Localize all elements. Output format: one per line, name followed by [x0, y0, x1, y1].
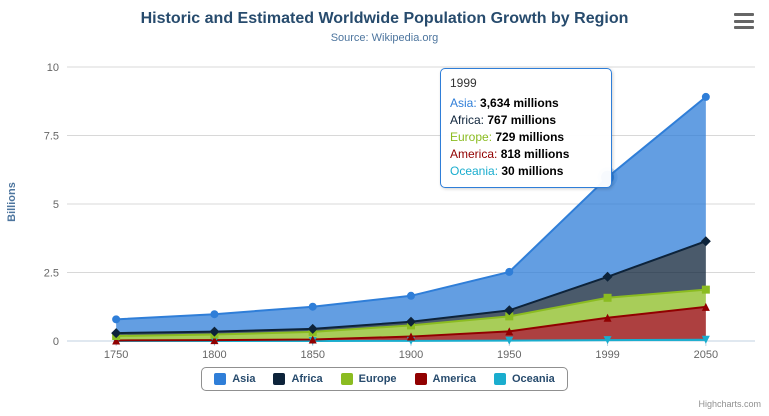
legend-label: Oceania: [511, 373, 555, 385]
asia-swatch-icon: [214, 373, 227, 385]
hamburger-bar: [734, 13, 754, 16]
area-africa[interactable]: [116, 241, 706, 336]
tooltip-series-name: Europe:: [450, 130, 496, 144]
tooltip-row-africa: Africa: 767 millions: [450, 112, 602, 129]
x-axis-label: 1950: [497, 349, 521, 361]
x-axis-label: 1800: [202, 349, 226, 361]
europe-swatch-icon: [340, 373, 353, 385]
y-axis-tick-label: 2.5: [44, 268, 59, 280]
tooltip-row-asia: Asia: 3,634 millions: [450, 95, 602, 112]
tooltip-series-name: America:: [450, 147, 501, 161]
x-axis-label: 1999: [595, 349, 619, 361]
x-axis-label: 1750: [104, 349, 128, 361]
marker-oceania-2050[interactable]: [701, 335, 710, 344]
chart-title: Historic and Estimated Worldwide Populat…: [140, 10, 629, 27]
marker-asia-1900[interactable]: [407, 291, 415, 300]
credits-link[interactable]: Highcharts.com: [698, 399, 761, 409]
marker-america-1999[interactable]: [603, 313, 612, 322]
tooltip-series-name: Oceania:: [450, 164, 502, 178]
marker-europe-1999[interactable]: [603, 293, 612, 302]
legend-box: Asia Africa Europe America Oceania: [201, 367, 568, 391]
legend-item-africa[interactable]: Africa: [273, 373, 323, 385]
y-axis-tick-label: 0: [53, 336, 59, 348]
marker-africa-1900[interactable]: [406, 316, 416, 327]
marker-america-1850[interactable]: [308, 335, 317, 344]
tooltip-series-value: 729 millions: [495, 130, 565, 144]
tooltip-row-europe: Europe: 729 millions: [450, 129, 602, 146]
marker-oceania-1999[interactable]: [603, 336, 612, 345]
america-swatch-icon: [414, 373, 427, 385]
marker-asia-1950[interactable]: [505, 267, 514, 276]
legend: Asia Africa Europe America Oceania: [0, 367, 769, 391]
x-axis-label: 1900: [399, 349, 423, 361]
y-axis-title: Billions: [6, 182, 18, 222]
hamburger-bar: [734, 19, 754, 23]
tooltip-series-name: Africa:: [450, 113, 488, 127]
x-axis-label: 2050: [694, 349, 718, 361]
legend-label: America: [432, 373, 476, 385]
y-axis-tick-label: 5: [53, 199, 59, 211]
marker-africa-1750[interactable]: [111, 328, 122, 339]
marker-america-1950[interactable]: [505, 327, 514, 336]
marker-europe-2050[interactable]: [701, 285, 710, 294]
area-asia[interactable]: [116, 96, 706, 334]
marker-america-2050[interactable]: [701, 302, 710, 311]
marker-america-1800[interactable]: [210, 336, 219, 345]
marker-asia-2050[interactable]: [701, 92, 710, 101]
marker-oceania-1950[interactable]: [505, 336, 514, 345]
tooltip-series-value: 818 millions: [500, 147, 570, 161]
y-axis-tick-label: 10: [47, 62, 59, 74]
legend-label: Asia: [232, 373, 256, 385]
tooltip-rows: Asia: 3,634 millions Africa: 767 millions…: [450, 95, 602, 180]
marker-america-1750[interactable]: [112, 336, 121, 345]
legend-item-asia[interactable]: Asia: [214, 373, 255, 385]
legend-item-america[interactable]: America: [414, 373, 476, 385]
x-axis-label: 1850: [300, 349, 324, 361]
legend-label: Europe: [358, 373, 397, 385]
tooltip-series-value: 767 millions: [487, 113, 557, 127]
marker-africa-1999[interactable]: [602, 271, 613, 282]
marker-africa-1950[interactable]: [504, 305, 515, 316]
legend-item-europe[interactable]: Europe: [340, 373, 397, 385]
tooltip-row-america: America: 818 millions: [450, 146, 602, 163]
hamburger-menu-icon[interactable]: [734, 13, 754, 29]
tooltip-header: 1999: [450, 76, 477, 90]
marker-africa-2050[interactable]: [700, 236, 711, 247]
tooltip-series-name: Asia:: [450, 96, 481, 110]
y-axis-tick-label: 7.5: [44, 131, 59, 143]
marker-africa-1850[interactable]: [307, 323, 318, 334]
tooltip-series-value: 30 millions: [501, 164, 564, 178]
marker-asia-1800[interactable]: [210, 310, 219, 319]
marker-africa-1800[interactable]: [209, 326, 220, 337]
tooltip-row-oceania: Oceania: 30 millions: [450, 163, 602, 180]
legend-label: Africa: [291, 373, 323, 385]
legend-item-oceania[interactable]: Oceania: [493, 373, 555, 385]
tooltip-series-value: 3,634 millions: [480, 96, 559, 110]
marker-europe-1950[interactable]: [505, 312, 514, 321]
area-america[interactable]: [116, 306, 706, 341]
marker-america-1900[interactable]: [407, 332, 415, 341]
oceania-swatch-icon: [493, 373, 506, 385]
africa-swatch-icon: [273, 373, 286, 385]
marker-asia-1850[interactable]: [308, 302, 317, 311]
chart-tooltip: 1999 Asia: 3,634 millions Africa: 767 mil…: [440, 68, 612, 188]
hamburger-bar: [734, 26, 754, 29]
chart-subtitle: Source: Wikipedia.org: [330, 32, 439, 44]
marker-asia-1750[interactable]: [112, 315, 121, 324]
